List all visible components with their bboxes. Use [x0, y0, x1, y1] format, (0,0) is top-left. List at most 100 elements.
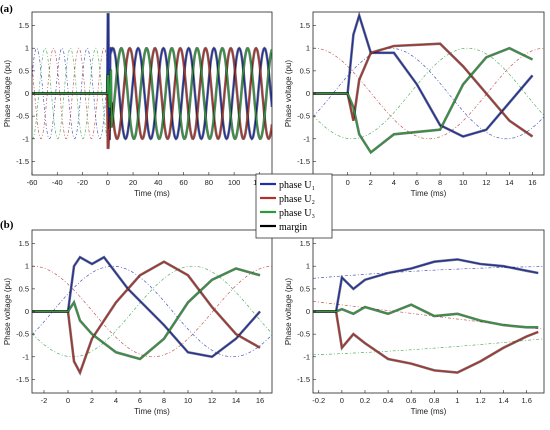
reference-curve: [32, 265, 272, 358]
x-tick-label: 10: [184, 396, 192, 405]
reference-curve: [32, 265, 272, 358]
series-group: [32, 255, 261, 376]
legend-label-u2: phase U₂: [279, 194, 315, 205]
y-tick-label: 0: [306, 89, 310, 98]
chart-panel-1: 0 2 4 6 8 10 12 14 16 -1.5 -1 -0.5 0 0.5 1 1.5 Time (ms)…: [284, 11, 545, 198]
x-axis-label: Time (ms): [411, 189, 447, 198]
x-tick-label: 0.6: [406, 396, 416, 405]
legend-label-margin: margin: [279, 222, 307, 233]
y-axis-label: Phase voltage (pu): [3, 60, 12, 127]
y-tick-label: -1: [303, 352, 310, 361]
y-tick-label: 0.5: [19, 66, 29, 75]
y-axis-label: Phase voltage (pu): [284, 278, 293, 345]
chart-panel-3: -0.2 0 0.2 0.4 0.6 0.8 1 1.2 1.4 1.6 -1.5 -1 -0.5 0 0.…: [284, 229, 545, 416]
x-tick-label: -40: [52, 178, 63, 187]
series-line-3: [32, 47, 272, 140]
reference-curve: [313, 47, 544, 140]
y-tick-label: 1: [25, 44, 29, 53]
x-tick-label: 100: [228, 178, 241, 187]
x-axis-label: Time (ms): [134, 407, 170, 416]
x-tick-label: 20: [129, 178, 137, 187]
x-tick-label: 0.2: [360, 396, 370, 405]
reference-curves: [32, 265, 272, 358]
x-tick-label: 1.2: [475, 396, 485, 405]
x-tick-label: 16: [256, 396, 264, 405]
x-tick-label: -60: [27, 178, 38, 187]
plot-area: [312, 229, 545, 394]
x-tick-label: 0.8: [429, 396, 439, 405]
x-tick-label: 6: [415, 178, 419, 187]
series-line-3: [313, 303, 539, 328]
series-line-3: [313, 47, 533, 154]
x-tick-label: 0: [340, 396, 344, 405]
y-axis-label: Phase voltage (pu): [284, 60, 293, 127]
x-tick-label: 12: [482, 178, 490, 187]
reference-curve: [32, 265, 272, 358]
y-tick-label: 1.5: [19, 21, 29, 30]
panel-label-a: (a): [0, 3, 13, 15]
y-tick-label: 1.5: [300, 21, 310, 30]
x-tick-label: 4: [392, 178, 396, 187]
x-tick-label: 4: [114, 396, 118, 405]
series-line-2: [32, 260, 261, 375]
series-group: [32, 13, 272, 150]
y-tick-label: -0.5: [297, 330, 310, 339]
legend: phase U₁ phase U₂ phase U₃ margin: [255, 173, 333, 239]
series-group: [313, 258, 539, 374]
x-tick-label: 12: [208, 396, 216, 405]
panel-label-b: (b): [0, 219, 14, 231]
y-tick-label: -0.5: [16, 330, 29, 339]
legend-label-u1: phase U₁: [279, 180, 315, 191]
y-tick-label: -1.5: [297, 375, 310, 384]
x-tick-label: -2: [41, 396, 48, 405]
x-tick-label: 40: [154, 178, 162, 187]
y-tick-label: -0.5: [16, 112, 29, 121]
x-tick-label: 16: [528, 178, 536, 187]
x-tick-label: 0: [66, 396, 70, 405]
x-tick-label: 0.4: [383, 396, 393, 405]
chart-panel-2: -2 0 2 4 6 8 10 12 14 16 -1.5 -1 -0.5 0 0.5 1 1.5 Time (m…: [3, 229, 273, 416]
legend-label-u3: phase U₃: [279, 208, 315, 219]
plot-area: [312, 11, 545, 176]
y-tick-label: 0: [25, 307, 29, 316]
x-tick-label: 1: [455, 396, 459, 405]
y-tick-label: 0.5: [300, 66, 310, 75]
x-tick-label: 60: [179, 178, 187, 187]
x-tick-label: 2: [90, 396, 94, 405]
y-tick-label: 1: [306, 262, 310, 271]
y-tick-label: -1.5: [297, 157, 310, 166]
reference-curves: [313, 47, 544, 140]
x-tick-label: 1.6: [521, 396, 531, 405]
x-tick-label: 8: [438, 178, 442, 187]
x-tick-label: 0: [346, 178, 350, 187]
y-tick-label: 1: [306, 44, 310, 53]
x-axis-label: Time (ms): [134, 189, 170, 198]
reference-curve: [313, 338, 544, 356]
x-tick-label: 8: [162, 396, 166, 405]
y-tick-label: -1: [22, 134, 29, 143]
series-group: [313, 12, 534, 155]
y-tick-label: -0.5: [297, 112, 310, 121]
y-tick-label: 0.5: [19, 284, 29, 293]
series-line-2: [313, 310, 539, 374]
y-tick-label: -1: [22, 352, 29, 361]
x-tick-label: 0: [106, 178, 110, 187]
reference-curve: [313, 47, 544, 140]
y-tick-label: -1.5: [16, 157, 29, 166]
x-tick-label: 1.4: [498, 396, 508, 405]
series-line-1: [313, 258, 539, 313]
y-tick-label: 0.5: [300, 284, 310, 293]
x-tick-label: -20: [77, 178, 88, 187]
x-tick-label: 80: [205, 178, 213, 187]
y-tick-label: 1: [25, 262, 29, 271]
x-tick-label: 14: [505, 178, 513, 187]
y-tick-label: -1.5: [16, 375, 29, 384]
chart-panel-0: -60-40-20020406080100120-1.5-1-0.500.511…: [3, 11, 273, 198]
y-tick-label: 0: [306, 307, 310, 316]
x-tick-label: -0.2: [312, 396, 325, 405]
x-axis-label: Time (ms): [411, 407, 447, 416]
series-line-1: [313, 13, 533, 138]
x-tick-label: 2: [369, 178, 373, 187]
y-tick-label: 1.5: [300, 239, 310, 248]
